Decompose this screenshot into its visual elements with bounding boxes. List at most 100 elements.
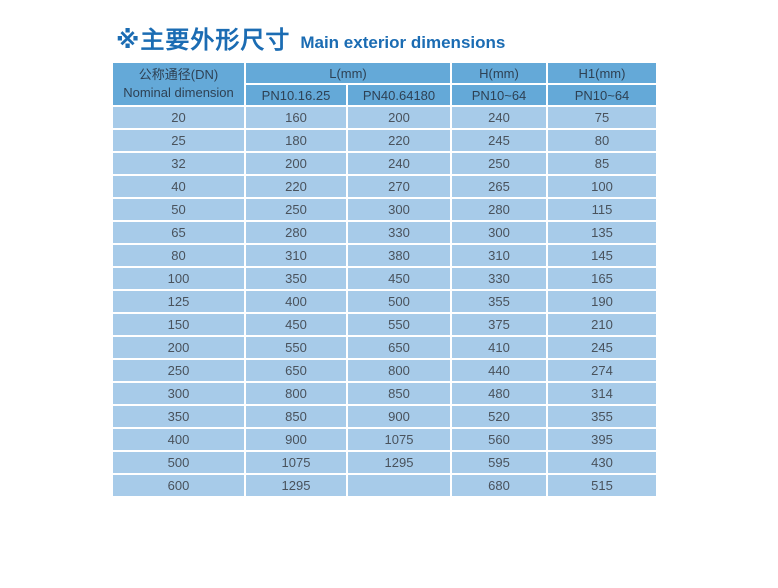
table-cell: 80 bbox=[548, 130, 656, 151]
table-cell: 20 bbox=[113, 107, 244, 128]
table-row: 65 280 330 300 135 bbox=[113, 222, 656, 243]
table-cell: 240 bbox=[452, 107, 546, 128]
table-cell: 520 bbox=[452, 406, 546, 427]
table-cell: 400 bbox=[113, 429, 244, 450]
header-h: H(mm) bbox=[452, 63, 546, 83]
table-row: 100 350 450 330 165 bbox=[113, 268, 656, 289]
table-cell: 850 bbox=[246, 406, 346, 427]
table-cell: 450 bbox=[348, 268, 450, 289]
table-cell: 330 bbox=[348, 222, 450, 243]
table-cell: 280 bbox=[246, 222, 346, 243]
table-cell: 265 bbox=[452, 176, 546, 197]
table-cell: 150 bbox=[113, 314, 244, 335]
table-cell: 300 bbox=[452, 222, 546, 243]
table-cell: 595 bbox=[452, 452, 546, 473]
table-cell: 220 bbox=[246, 176, 346, 197]
table-cell: 115 bbox=[548, 199, 656, 220]
table-cell: 200 bbox=[113, 337, 244, 358]
table-cell: 1075 bbox=[246, 452, 346, 473]
table-cell: 560 bbox=[452, 429, 546, 450]
table-cell: 165 bbox=[548, 268, 656, 289]
table-cell: 270 bbox=[348, 176, 450, 197]
table-cell: 100 bbox=[548, 176, 656, 197]
table-cell: 145 bbox=[548, 245, 656, 266]
table-cell: 515 bbox=[548, 475, 656, 496]
table-cell: 1295 bbox=[348, 452, 450, 473]
table-row: 150 450 550 375 210 bbox=[113, 314, 656, 335]
table-cell: 180 bbox=[246, 130, 346, 151]
table-row: 50 250 300 280 115 bbox=[113, 199, 656, 220]
table-row: 40 220 270 265 100 bbox=[113, 176, 656, 197]
table-cell: 350 bbox=[246, 268, 346, 289]
table-cell: 190 bbox=[548, 291, 656, 312]
table-row: 125 400 500 355 190 bbox=[113, 291, 656, 312]
table-cell: 450 bbox=[246, 314, 346, 335]
table-cell: 160 bbox=[246, 107, 346, 128]
table-cell: 400 bbox=[246, 291, 346, 312]
table-cell: 40 bbox=[113, 176, 244, 197]
table-cell: 550 bbox=[246, 337, 346, 358]
table-cell: 800 bbox=[348, 360, 450, 381]
table-cell: 440 bbox=[452, 360, 546, 381]
table-cell: 500 bbox=[113, 452, 244, 473]
table-cell: 32 bbox=[113, 153, 244, 174]
table-cell: 310 bbox=[452, 245, 546, 266]
dimensions-table: 公称通径(DN) Nominal dimension L(mm) H(mm) H… bbox=[111, 61, 658, 498]
table-cell: 65 bbox=[113, 222, 244, 243]
table-cell: 850 bbox=[348, 383, 450, 404]
table-header: 公称通径(DN) Nominal dimension L(mm) H(mm) H… bbox=[113, 63, 656, 105]
table-cell: 800 bbox=[246, 383, 346, 404]
table-cell: 250 bbox=[452, 153, 546, 174]
table-cell: 125 bbox=[113, 291, 244, 312]
table-cell: 310 bbox=[246, 245, 346, 266]
table-row: 250 650 800 440 274 bbox=[113, 360, 656, 381]
table-cell: 480 bbox=[452, 383, 546, 404]
page-title-english: Main exterior dimensions bbox=[300, 33, 506, 52]
table-cell: 900 bbox=[348, 406, 450, 427]
header-l: L(mm) bbox=[246, 63, 450, 83]
page-title: ※主要外形尺寸 Main exterior dimensions bbox=[116, 20, 505, 55]
table-row: 80 310 380 310 145 bbox=[113, 245, 656, 266]
table-cell: 680 bbox=[452, 475, 546, 496]
table-cell: 210 bbox=[548, 314, 656, 335]
table-cell: 500 bbox=[348, 291, 450, 312]
table-cell: 375 bbox=[452, 314, 546, 335]
table-row: 500 1075 1295 595 430 bbox=[113, 452, 656, 473]
header-l-pn40-64180: PN40.64180 bbox=[348, 85, 450, 105]
header-row-2: PN10.16.25 PN40.64180 PN10~64 PN10~64 bbox=[113, 85, 656, 105]
table-row: 20 160 200 240 75 bbox=[113, 107, 656, 128]
table-cell: 650 bbox=[348, 337, 450, 358]
table-cell: 135 bbox=[548, 222, 656, 243]
page-title-chinese: ※主要外形尺寸 bbox=[116, 27, 291, 54]
table-cell: 380 bbox=[348, 245, 450, 266]
header-h-pn10-64: PN10~64 bbox=[452, 85, 546, 105]
table-cell: 1075 bbox=[348, 429, 450, 450]
table-cell: 75 bbox=[548, 107, 656, 128]
table-cell: 245 bbox=[548, 337, 656, 358]
table-cell: 100 bbox=[113, 268, 244, 289]
header-nominal-dimension-en: Nominal dimension bbox=[123, 85, 234, 100]
table-cell: 1295 bbox=[246, 475, 346, 496]
header-l-pn10-16-25: PN10.16.25 bbox=[246, 85, 346, 105]
header-row-1: 公称通径(DN) Nominal dimension L(mm) H(mm) H… bbox=[113, 63, 656, 105]
table-cell: 430 bbox=[548, 452, 656, 473]
table-cell: 300 bbox=[113, 383, 244, 404]
table-row: 600 1295 680 515 bbox=[113, 475, 656, 496]
table-cell: 355 bbox=[548, 406, 656, 427]
table-cell: 900 bbox=[246, 429, 346, 450]
header-nominal-dimension: 公称通径(DN) Nominal dimension bbox=[113, 63, 244, 105]
header-h1: H1(mm) bbox=[548, 63, 656, 83]
table-cell: 220 bbox=[348, 130, 450, 151]
table-cell: 550 bbox=[348, 314, 450, 335]
table-cell: 250 bbox=[113, 360, 244, 381]
table-cell: 395 bbox=[548, 429, 656, 450]
table-cell: 350 bbox=[113, 406, 244, 427]
table-cell: 650 bbox=[246, 360, 346, 381]
table-cell: 85 bbox=[548, 153, 656, 174]
header-h1-pn10-64: PN10~64 bbox=[548, 85, 656, 105]
table-cell: 200 bbox=[348, 107, 450, 128]
table-cell: 280 bbox=[452, 199, 546, 220]
table-row: 200 550 650 410 245 bbox=[113, 337, 656, 358]
header-nominal-dimension-zh: 公称通径(DN) bbox=[138, 67, 219, 83]
